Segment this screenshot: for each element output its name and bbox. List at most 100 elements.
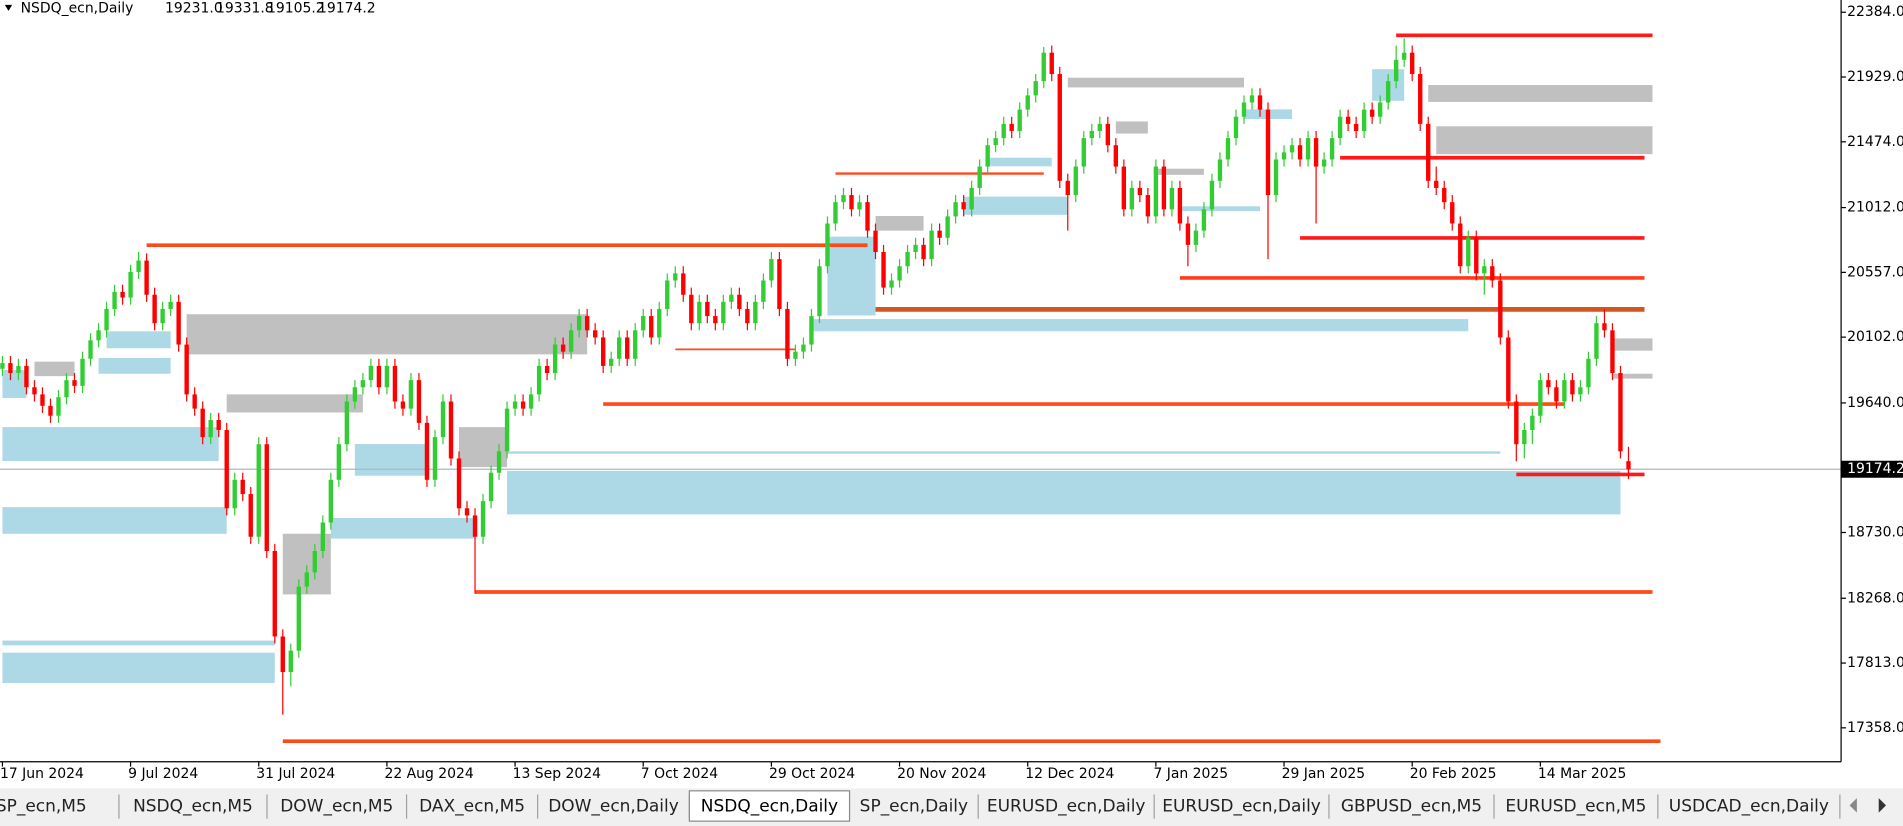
candle-body (440, 401, 446, 438)
candle-body (793, 351, 798, 359)
candle-body (1570, 380, 1575, 395)
candle-body (432, 437, 438, 480)
candle-body (1578, 387, 1583, 395)
zone (1428, 84, 1653, 102)
candle-body (184, 344, 189, 395)
candle-body (1257, 95, 1263, 110)
candle-body (312, 550, 318, 573)
candle-body (592, 330, 598, 338)
tab-label[interactable]: EURUSD_ecn,Daily (987, 797, 1146, 817)
candle-body (16, 365, 21, 374)
candle-body (240, 479, 245, 495)
candle-body (873, 230, 878, 253)
candle-body (889, 280, 894, 288)
candle-body (600, 337, 606, 366)
candle-body (1017, 109, 1022, 131)
zone (507, 451, 1501, 454)
tab-label[interactable]: DAX_ecn,M5 (419, 797, 525, 817)
candle-body (464, 508, 470, 516)
y-tick-label: 17358.0 (1847, 720, 1903, 736)
tab-label[interactable]: USDCAD_ecn,Daily (1669, 797, 1829, 817)
zone (354, 444, 427, 476)
candle-body (552, 344, 558, 374)
candle-body (496, 451, 502, 473)
candle-body (1538, 380, 1543, 416)
candle-body (833, 202, 838, 224)
x-tick-label: 13 Sep 2024 (513, 766, 601, 782)
candle-body (1586, 358, 1591, 388)
x-tick-label: 29 Oct 2024 (769, 766, 855, 782)
tab-label[interactable]: SP_ecn,M5 (0, 797, 87, 817)
candle-body (1081, 138, 1086, 167)
tab-label[interactable]: NSDQ_ecn,Daily (701, 797, 838, 817)
candle-body (1313, 138, 1319, 167)
candle-body (88, 340, 93, 359)
tab-scroll[interactable] (1849, 798, 1887, 813)
ohlc-value: 19174.2 (318, 0, 376, 16)
candle-body (304, 572, 309, 587)
x-tick-label: 9 Jul 2024 (128, 766, 198, 782)
candle-body (609, 358, 614, 366)
candle-body (424, 422, 430, 480)
candle-body (649, 316, 654, 338)
candle-body (120, 291, 125, 298)
candle-body (208, 420, 213, 438)
tab-label[interactable]: GBPUSD_ecn,M5 (1341, 797, 1482, 817)
candle-body (1530, 415, 1535, 430)
candle-body (1281, 152, 1287, 160)
tab-label[interactable]: SP_ecn,Daily (860, 797, 968, 817)
candle-body (584, 316, 590, 331)
plot-area (0, 33, 1842, 744)
zone (1067, 77, 1244, 88)
chart-header: NSDQ_ecn,Daily 19231.019331.819105.21917… (4, 0, 376, 16)
candle-body (280, 636, 285, 673)
candle-body (913, 244, 918, 253)
candle-body (296, 586, 301, 651)
candle-body (1490, 266, 1495, 281)
candle-body (1393, 59, 1399, 82)
zone (2, 507, 227, 534)
candle-body (576, 316, 582, 331)
zone (330, 517, 476, 539)
candle-body (689, 294, 694, 324)
zone (34, 361, 75, 377)
candle-body (1001, 123, 1006, 139)
tab-label[interactable]: DOW_ecn,Daily (548, 797, 679, 817)
tab-label[interactable]: DOW_ecn,M5 (280, 797, 393, 817)
tab-active[interactable] (688, 790, 851, 822)
candle-body (320, 522, 326, 551)
candle-body (328, 479, 334, 523)
candle-body (200, 408, 205, 438)
candle-body (737, 294, 742, 309)
candle-body (1345, 116, 1351, 124)
zone (2, 427, 219, 462)
zone (827, 236, 876, 316)
zone (1612, 373, 1653, 379)
candle-body (104, 308, 109, 331)
candle-body (32, 387, 37, 395)
candle-body (216, 420, 221, 430)
zone (226, 394, 363, 413)
candle-body (905, 252, 910, 267)
zone (963, 196, 1068, 215)
candle-body (1329, 138, 1335, 160)
candle-body (1618, 373, 1623, 452)
candle-body (825, 223, 830, 267)
scroll-left[interactable] (1849, 798, 1857, 813)
candle-body (1297, 145, 1303, 160)
scroll-right[interactable] (1878, 798, 1887, 813)
header-arrow (4, 4, 13, 11)
candle-body (1185, 223, 1191, 245)
candle-body (544, 365, 550, 374)
candle-body (448, 401, 454, 459)
candle-body (1369, 109, 1375, 117)
tab-label[interactable]: EURUSD_ecn,Daily (1162, 797, 1321, 817)
tab-label[interactable]: EURUSD_ecn,M5 (1505, 797, 1646, 817)
x-tick-label: 29 Jan 2025 (1282, 766, 1366, 782)
tab-label[interactable]: NSDQ_ecn,M5 (133, 797, 253, 817)
candle-body (1546, 380, 1551, 388)
candle-body (1602, 323, 1607, 331)
candle-body (641, 316, 646, 331)
